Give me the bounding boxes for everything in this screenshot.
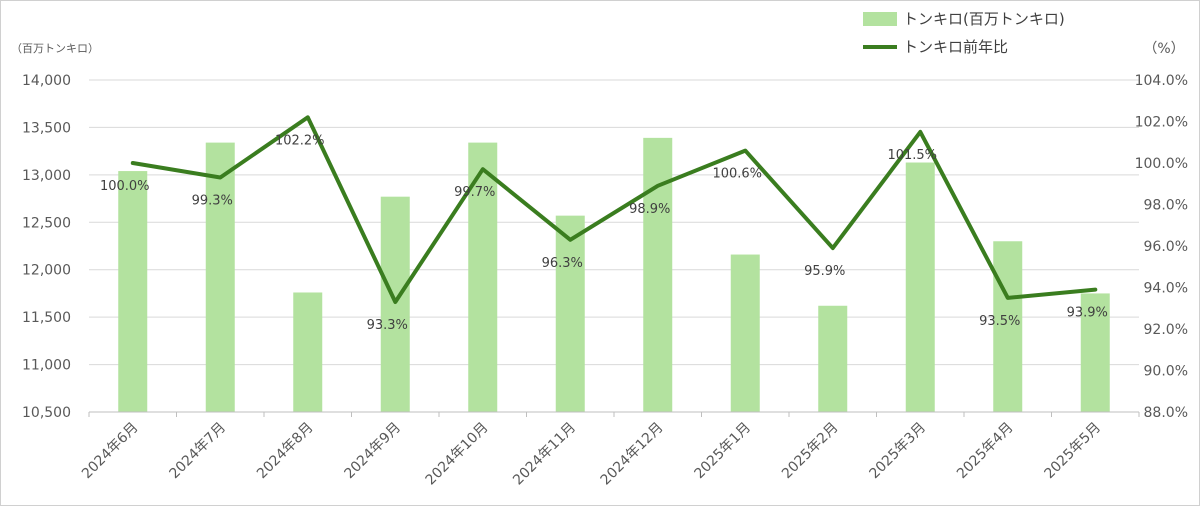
bar-series xyxy=(118,137,1110,412)
bar xyxy=(730,254,760,412)
right-tick-label: 104.0% xyxy=(1135,73,1188,89)
x-tick-label: 2024年11月 xyxy=(510,420,579,489)
x-tick-label: 2025年2月 xyxy=(779,420,842,483)
x-tick-label: 2025年3月 xyxy=(866,420,929,483)
data-label: 101.5% xyxy=(887,148,937,163)
data-label: 96.3% xyxy=(542,256,583,271)
data-label: 93.3% xyxy=(367,318,408,333)
right-tick-label: 98.0% xyxy=(1144,198,1188,214)
line-series xyxy=(130,115,1098,304)
right-tick-label: 100.0% xyxy=(1135,156,1188,172)
bar xyxy=(643,137,673,412)
left-tick-label: 13,500 xyxy=(22,120,71,136)
legend: トンキロ(百万トンキロ) トンキロ前年比 xyxy=(863,10,1065,56)
right-tick-label: 94.0% xyxy=(1144,281,1188,297)
left-axis: 10,500 11,000 11,500 12,000 12,500 13,000 13,5… xyxy=(22,73,71,421)
right-axis-unit: （%） xyxy=(1143,41,1184,57)
data-label: 95.9% xyxy=(804,264,845,279)
bar xyxy=(818,305,848,412)
gridlines xyxy=(89,79,1139,413)
legend-bar-swatch xyxy=(863,12,897,26)
left-tick-label: 10,500 xyxy=(22,405,71,421)
left-tick-label: 14,000 xyxy=(22,73,71,89)
bar xyxy=(293,292,323,412)
data-labels: 100.0% 99.3% 102.2% 93.3% 99.7% 96.3% 98.9% 100… xyxy=(100,133,1108,333)
legend-line-label: トンキロ前年比 xyxy=(903,38,1008,56)
right-tick-label: 102.0% xyxy=(1135,115,1188,131)
data-label: 100.0% xyxy=(100,179,150,194)
bar xyxy=(993,241,1023,412)
data-label: 99.7% xyxy=(454,185,495,200)
left-axis-unit: （百万トンキロ） xyxy=(11,42,99,55)
bar xyxy=(555,215,585,412)
bar xyxy=(118,171,148,412)
left-tick-label: 12,500 xyxy=(22,215,71,231)
bar xyxy=(905,162,935,412)
x-tick-label: 2024年8月 xyxy=(254,420,317,483)
x-tick-label: 2025年1月 xyxy=(691,420,754,483)
data-label: 102.2% xyxy=(275,133,325,148)
data-label: 98.9% xyxy=(629,202,670,217)
bar xyxy=(1080,293,1110,412)
right-axis: 88.0% 90.0% 92.0% 94.0% 96.0% 98.0% 100.0% 102.… xyxy=(1135,73,1188,421)
x-axis: 2024年6月 2024年7月 2024年8月 2024年9月 2024年10月 2024… xyxy=(79,411,1140,489)
left-tick-label: 13,000 xyxy=(22,168,71,184)
data-label: 93.5% xyxy=(979,314,1020,329)
data-label: 93.9% xyxy=(1067,306,1108,321)
right-tick-label: 88.0% xyxy=(1144,405,1188,421)
x-tick-label: 2024年6月 xyxy=(79,420,142,483)
yoy-line xyxy=(130,115,1098,304)
left-tick-label: 11,000 xyxy=(22,358,71,374)
left-tick-label: 11,500 xyxy=(22,310,71,326)
x-tick-label: 2024年7月 xyxy=(166,420,229,483)
x-tick-label: 2025年4月 xyxy=(954,420,1017,483)
data-label: 100.6% xyxy=(712,167,762,182)
data-label: 99.3% xyxy=(192,194,233,209)
right-tick-label: 92.0% xyxy=(1144,322,1188,338)
bar xyxy=(380,196,410,412)
x-tick-label: 2025年5月 xyxy=(1041,420,1104,483)
bar xyxy=(205,142,235,412)
left-tick-label: 12,000 xyxy=(22,263,71,279)
legend-bar-label: トンキロ(百万トンキロ) xyxy=(903,10,1065,28)
right-tick-label: 96.0% xyxy=(1144,239,1188,255)
x-tick-label: 2024年12月 xyxy=(598,420,667,489)
x-tick-label: 2024年10月 xyxy=(423,420,492,489)
x-tick-label: 2024年9月 xyxy=(341,420,404,483)
right-tick-label: 90.0% xyxy=(1144,364,1188,380)
